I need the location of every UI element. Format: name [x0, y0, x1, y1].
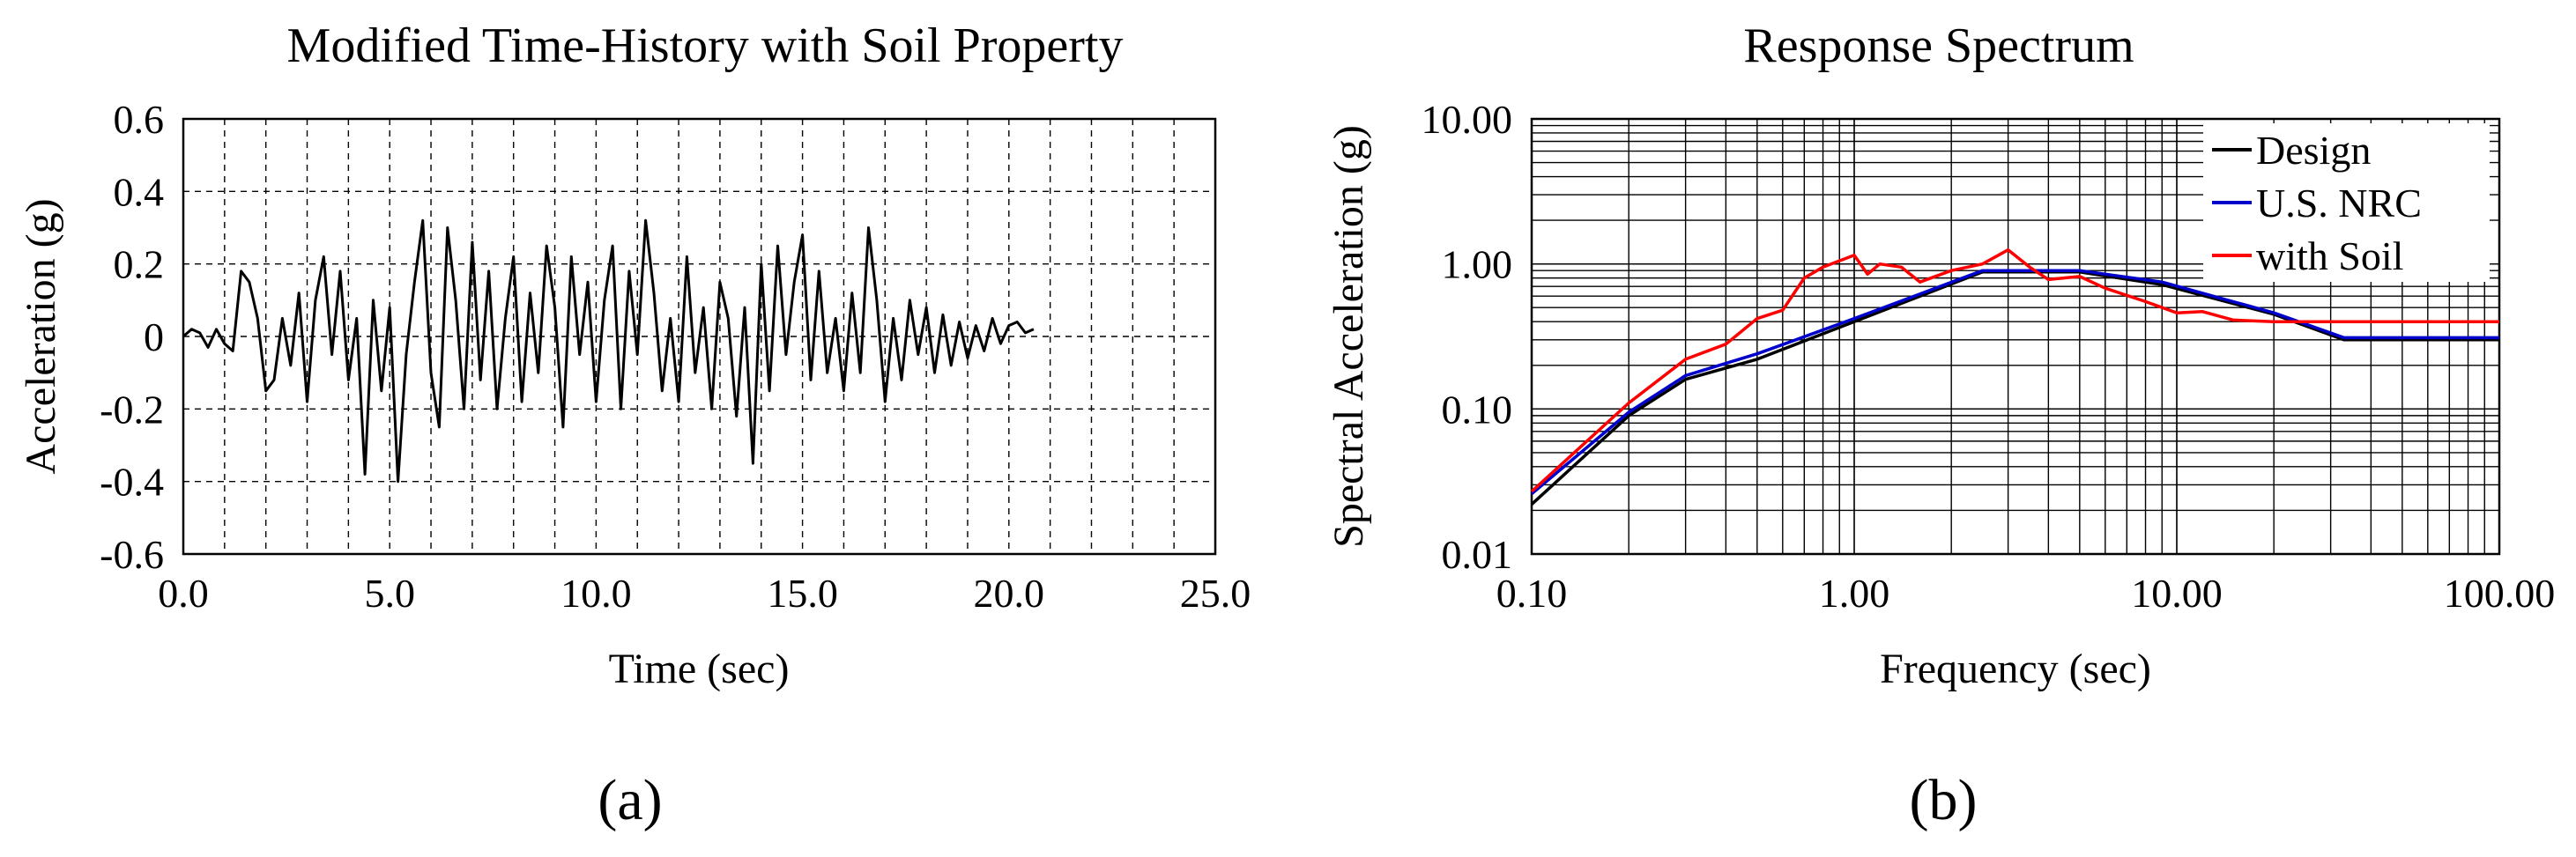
y-tick-label: 0 — [144, 314, 164, 359]
series-line-with-soil — [1530, 247, 2499, 493]
chart-b: Response Spectrum 10.001.000.100.01 0.10… — [1325, 18, 2555, 832]
chart-a-x-ticks: 0.0 5.0 10.0 15.0 20.0 25.0 — [158, 571, 1251, 616]
x-tick-label: 25.0 — [1180, 571, 1251, 616]
chart-b-x-label: Frequency (sec) — [1880, 646, 2151, 692]
x-tick-label: 1.00 — [1819, 571, 1890, 616]
legend-label: with Soil — [2256, 233, 2403, 278]
chart-a-title: Modified Time-History with Soil Property — [287, 18, 1124, 73]
chart-a-y-ticks: 0.6 0.4 0.2 0 -0.2 -0.4 -0.6 — [100, 97, 164, 577]
x-tick-label: 0.0 — [158, 571, 209, 616]
series-line-u-s-nrc — [1530, 269, 2499, 496]
y-tick-label: 10.00 — [1422, 97, 1513, 142]
panel-label-a: (a) — [598, 768, 662, 832]
chart-b-x-ticks: 0.10 1.00 10.00 100.00 — [1496, 571, 2556, 616]
series-line-design — [1530, 270, 2499, 506]
y-tick-label: 1.00 — [1442, 242, 1513, 287]
chart-b-series — [1530, 247, 2499, 506]
x-tick-label: 20.0 — [974, 571, 1045, 616]
x-tick-label: 10.0 — [560, 571, 632, 616]
y-tick-label: 0.10 — [1442, 387, 1513, 432]
y-tick-label: -0.4 — [100, 460, 164, 505]
chart-a-series — [182, 218, 1035, 484]
chart-b-title: Response Spectrum — [1743, 18, 2134, 73]
y-tick-label: 0.6 — [114, 97, 165, 142]
x-tick-label: 10.00 — [2131, 571, 2223, 616]
legend-label: U.S. NRC — [2256, 181, 2422, 225]
y-tick-label: 0.01 — [1442, 532, 1513, 577]
x-tick-label: 5.0 — [364, 571, 415, 616]
chart-a-y-label: Acceleration (g) — [18, 198, 64, 474]
y-tick-label: -0.2 — [100, 387, 164, 432]
y-tick-label: 0.4 — [114, 169, 165, 214]
chart-a: Modified Time-History with Soil Property… — [18, 18, 1251, 832]
x-tick-label: 100.00 — [2444, 571, 2556, 616]
chart-b-y-ticks: 10.00 1.00 0.10 0.01 — [1422, 97, 1513, 577]
panel-label-b: (b) — [1910, 768, 1978, 832]
chart-b-legend: Design U.S. NRC with Soil — [2212, 128, 2422, 278]
x-tick-label: 15.0 — [767, 571, 838, 616]
chart-b-y-label: Spectral Acceleration (g) — [1325, 125, 1372, 548]
y-tick-label: -0.6 — [100, 532, 164, 577]
chart-a-x-label: Time (sec) — [609, 646, 790, 692]
legend-label: Design — [2256, 128, 2371, 173]
series-line — [182, 218, 1035, 484]
x-tick-label: 0.10 — [1496, 571, 1568, 616]
y-tick-label: 0.2 — [114, 242, 165, 287]
